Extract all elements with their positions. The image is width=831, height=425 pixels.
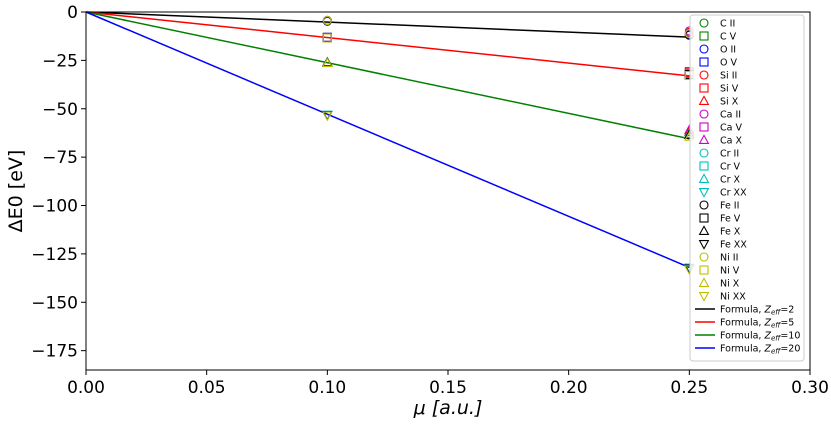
legend-label-eq: =2 <box>780 305 794 316</box>
legend-label: Si V <box>720 84 739 95</box>
legend-marker <box>699 109 709 119</box>
legend: C II C V O II O V Si II Si V Si X Ca II Ca V Ca X… <box>689 14 805 362</box>
legend-label: Formula, Zeff=5 <box>720 318 794 330</box>
legend-label-eq: =20 <box>780 344 800 355</box>
legend-label-sub: eff <box>771 335 781 343</box>
legend-marker <box>699 265 709 275</box>
legend-label-prefix: Formula, <box>720 305 764 316</box>
legend-label: O V <box>720 58 737 69</box>
legend-label: C II <box>720 19 735 30</box>
x-tick-label: 0.30 <box>791 378 829 398</box>
x-tick-label: 0.10 <box>308 378 346 398</box>
legend-label: Ca X <box>720 136 742 147</box>
data-point <box>322 33 332 43</box>
legend-label: Ni II <box>720 253 738 264</box>
plot-lines <box>85 11 690 269</box>
legend-marker <box>699 70 709 80</box>
series-line <box>85 11 690 38</box>
legend-marker <box>699 252 709 262</box>
legend-label: Formula, Zeff=10 <box>720 331 800 343</box>
legend-label: Si II <box>720 71 737 82</box>
y-tick-label: −175 <box>31 342 78 362</box>
x-tick-label: 0.20 <box>550 378 588 398</box>
legend-label-sub: eff <box>771 348 781 356</box>
legend-marker <box>699 57 709 67</box>
x-tick-label: 0.15 <box>429 378 467 398</box>
x-tick-label: 0.05 <box>188 378 226 398</box>
legend-label: Fe V <box>720 214 741 225</box>
legend-marker <box>699 148 709 158</box>
y-tick-label: −75 <box>42 148 78 168</box>
legend-marker <box>699 161 709 171</box>
legend-box <box>689 14 805 362</box>
legend-marker <box>699 44 709 54</box>
legend-marker <box>698 173 710 183</box>
legend-marker <box>698 134 710 144</box>
data-point <box>322 111 333 122</box>
plot-markers <box>322 15 695 276</box>
legend-label-prefix: Formula, <box>720 318 764 329</box>
legend-marker <box>699 200 709 210</box>
legend-label: Si X <box>720 97 739 108</box>
legend-label: Ca II <box>720 110 741 121</box>
y-axis-label: ΔE0 [eV] <box>5 150 27 233</box>
y-axis: 0 −25 −50 −75 −100 −125 −150 −175 <box>31 3 86 362</box>
legend-marker <box>699 31 709 41</box>
y-tick-label: −125 <box>31 245 78 265</box>
legend-label: Ni X <box>720 279 740 290</box>
legend-label: Fe XX <box>720 240 747 251</box>
legend-marker <box>699 122 709 132</box>
legend-label: Ca V <box>720 123 742 134</box>
legend-marker <box>699 83 709 93</box>
legend-label-z: Z <box>763 305 771 316</box>
data-point <box>322 57 333 68</box>
legend-marker <box>698 292 710 302</box>
legend-marker <box>698 95 710 105</box>
legend-label-prefix: Formula, <box>720 331 764 342</box>
legend-label: Fe II <box>720 201 739 212</box>
legend-label-eq: =5 <box>780 318 794 329</box>
legend-label: Formula, Zeff=20 <box>720 344 800 356</box>
legend-label-z: Z <box>763 344 771 355</box>
legend-label: Ni XX <box>720 292 746 303</box>
legend-label: Ni V <box>720 266 740 277</box>
legend-marker <box>699 213 709 223</box>
legend-label: Formula, Zeff=2 <box>720 305 794 317</box>
legend-label-z: Z <box>763 331 771 342</box>
series-line <box>85 11 690 269</box>
legend-label: O II <box>720 45 736 56</box>
legend-marker <box>698 225 710 235</box>
legend-label: Cr V <box>720 162 741 173</box>
x-axis-label: μ [a.u.] <box>413 397 483 419</box>
y-tick-label: −100 <box>31 197 78 217</box>
legend-label-eq: =10 <box>780 331 800 342</box>
x-tick-label: 0.25 <box>670 378 708 398</box>
y-axis-label-group: ΔE0 [eV] <box>5 150 27 233</box>
x-tick-label: 0.00 <box>67 378 105 398</box>
legend-label-sub: eff <box>771 322 781 330</box>
series-line <box>85 11 690 77</box>
legend-marker <box>698 277 710 287</box>
y-tick-label: −25 <box>42 51 78 71</box>
y-tick-label: −50 <box>42 100 78 120</box>
legend-label: Cr II <box>720 149 739 160</box>
legend-marker <box>698 240 710 250</box>
legend-marker <box>699 18 709 28</box>
legend-label-prefix: Formula, <box>720 344 764 355</box>
series-line <box>85 11 690 140</box>
x-axis: 0.00 0.05 0.10 0.15 0.20 0.25 0.30 <box>67 370 829 398</box>
y-tick-label: −150 <box>31 293 78 313</box>
data-point <box>322 15 332 26</box>
legend-label: Fe X <box>720 227 741 238</box>
legend-label: C V <box>720 32 737 43</box>
legend-label: Cr X <box>720 175 741 186</box>
y-tick-label: 0 <box>67 3 78 23</box>
legend-label: Cr XX <box>720 188 747 199</box>
legend-label-z: Z <box>763 318 771 329</box>
legend-label-sub: eff <box>771 309 781 317</box>
legend-marker <box>698 188 710 198</box>
